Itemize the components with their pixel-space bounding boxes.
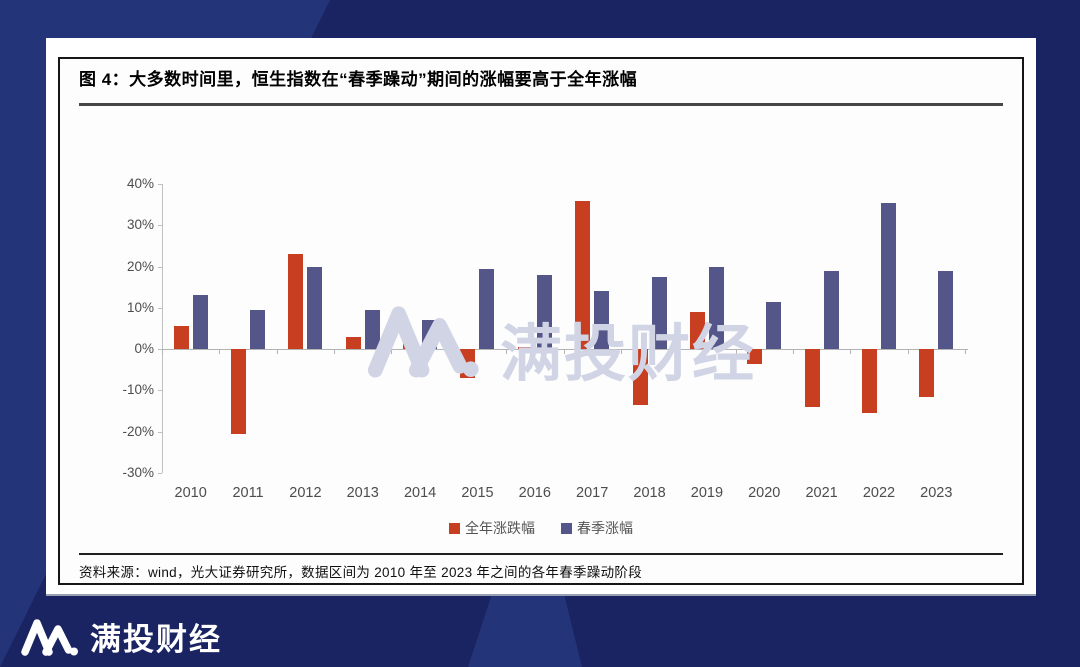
y-axis-line bbox=[162, 184, 163, 473]
bar-spring bbox=[823, 270, 839, 350]
source-note: 资料来源：wind，光大证券研究所，数据区间为 2010 年至 2023 年之间… bbox=[79, 565, 643, 580]
bar-full-year bbox=[403, 342, 419, 350]
legend-label: 全年涨跌幅 bbox=[465, 520, 535, 536]
bar-full-year bbox=[747, 349, 763, 364]
x-axis-tick bbox=[448, 350, 450, 355]
x-axis-tick bbox=[162, 350, 163, 355]
y-axis-tick bbox=[158, 184, 162, 185]
x-axis-year-label: 2010 bbox=[174, 485, 207, 501]
bar-spring bbox=[192, 295, 208, 350]
x-axis-year-label: 2017 bbox=[576, 485, 609, 501]
y-axis-tick bbox=[158, 349, 162, 351]
x-axis-zero-line bbox=[162, 349, 968, 351]
bar-spring bbox=[250, 309, 266, 350]
bar-full-year bbox=[231, 349, 247, 434]
y-tick-label: 20% bbox=[126, 258, 154, 274]
y-axis-tick bbox=[158, 390, 162, 392]
bar-spring bbox=[307, 266, 323, 350]
bar-chart-plot: 40% 30% 20% 10% 0% -10% -20% -30% 2010 2011 2012 20… bbox=[122, 176, 968, 501]
figure-frame: 图 4：大多数时间里，恒生指数在“春季躁动”期间的涨幅要高于全年涨幅 40% 30… bbox=[58, 57, 1024, 585]
y-tick-label: 40% bbox=[126, 176, 154, 191]
x-axis-year-label: 2018 bbox=[633, 485, 666, 501]
x-axis-tick bbox=[678, 350, 680, 355]
y-tick-label: -10% bbox=[122, 382, 154, 398]
x-axis-year-label: 2023 bbox=[920, 485, 953, 501]
y-axis-tick bbox=[158, 307, 162, 309]
bar-full-year bbox=[919, 349, 935, 397]
x-axis-year-label: 2011 bbox=[232, 485, 264, 501]
bar-spring bbox=[938, 270, 954, 350]
x-axis-tick bbox=[563, 350, 565, 355]
x-axis-tick bbox=[792, 350, 794, 355]
x-axis-tick bbox=[850, 350, 852, 355]
bar-full-year bbox=[517, 347, 533, 350]
x-axis-tick bbox=[219, 350, 221, 355]
brand-name: 满投财经 bbox=[90, 621, 222, 657]
bar-spring bbox=[880, 202, 896, 350]
y-tick-label: 30% bbox=[126, 217, 154, 233]
bar-spring bbox=[766, 301, 782, 350]
title-divider bbox=[79, 103, 1003, 106]
y-axis-tick bbox=[158, 473, 162, 474]
y-axis-tick bbox=[158, 225, 162, 227]
bar-full-year bbox=[288, 254, 304, 350]
bar-spring bbox=[536, 274, 552, 350]
x-axis-year-label: 2014 bbox=[403, 485, 437, 501]
bar-full-year bbox=[804, 349, 820, 407]
bar-spring bbox=[594, 291, 610, 350]
figure-title: 图 4：大多数时间里，恒生指数在“春季躁动”期间的涨幅要高于全年涨幅 bbox=[79, 70, 638, 89]
x-axis-tick bbox=[334, 350, 336, 355]
bar-full-year bbox=[460, 349, 476, 379]
x-axis-tick bbox=[907, 350, 909, 355]
bar-full-year bbox=[575, 200, 591, 350]
x-axis-year-label: 2013 bbox=[346, 485, 379, 501]
bar-spring bbox=[422, 320, 438, 350]
y-tick-label: 10% bbox=[126, 299, 154, 315]
bar-spring bbox=[708, 266, 724, 350]
legend-item: 全年涨跌幅 bbox=[449, 518, 535, 538]
y-tick-label: 0% bbox=[134, 341, 154, 357]
x-axis-year-label: 2016 bbox=[518, 485, 551, 501]
x-axis-tick bbox=[506, 350, 508, 355]
bar-full-year bbox=[632, 349, 648, 405]
x-axis-year-label: 2020 bbox=[748, 485, 781, 501]
bar-spring bbox=[479, 268, 495, 350]
x-axis-tick bbox=[735, 350, 737, 355]
x-axis-year-label: 2022 bbox=[862, 485, 896, 501]
bar-full-year bbox=[173, 326, 189, 350]
x-axis-tick bbox=[620, 350, 622, 355]
x-axis-tick bbox=[391, 350, 393, 355]
report-card: 图 4：大多数时间里，恒生指数在“春季躁动”期间的涨幅要高于全年涨幅 40% 30… bbox=[46, 38, 1036, 596]
legend-item: 春季涨幅 bbox=[561, 518, 633, 538]
bar-full-year bbox=[861, 349, 877, 414]
bar-spring bbox=[364, 309, 380, 350]
x-axis-year-label: 2019 bbox=[690, 485, 724, 501]
y-tick-label: -30% bbox=[122, 465, 154, 480]
bar-spring bbox=[651, 276, 667, 350]
mountain-logo-icon bbox=[21, 619, 78, 656]
y-tick-label: -20% bbox=[122, 423, 154, 439]
y-axis-tick bbox=[158, 266, 162, 268]
x-axis-tick bbox=[276, 350, 278, 355]
y-axis-tick bbox=[158, 431, 162, 433]
x-axis-year-label: 2012 bbox=[289, 485, 322, 501]
x-axis-tick bbox=[965, 350, 966, 355]
source-divider bbox=[79, 553, 1003, 555]
legend-swatch bbox=[561, 522, 572, 534]
legend-swatch bbox=[449, 522, 460, 534]
chart-legend: 全年涨跌幅 春季涨幅 bbox=[60, 518, 1022, 538]
legend-label: 春季涨幅 bbox=[577, 520, 633, 536]
bar-full-year bbox=[689, 311, 705, 350]
x-axis-year-label: 2015 bbox=[461, 485, 494, 501]
footer-brand: 满投财经 bbox=[20, 610, 222, 662]
x-axis-year-label: 2021 bbox=[805, 485, 838, 501]
bar-full-year bbox=[345, 336, 361, 350]
